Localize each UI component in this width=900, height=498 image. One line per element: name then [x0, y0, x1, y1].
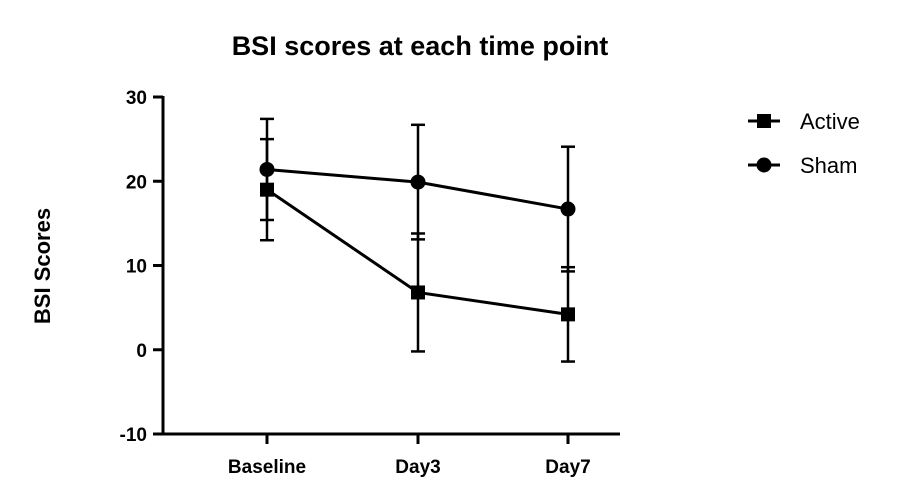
y-axis-label: BSI Scores: [30, 208, 55, 324]
data-point-active: [411, 285, 425, 300]
data-point-active: [561, 307, 575, 322]
y-tick-label: 10: [126, 257, 147, 278]
legend-label-sham: Sham: [800, 153, 857, 178]
legend-marker-circle: [756, 157, 772, 173]
legend-label-active: Active: [800, 109, 860, 134]
x-tick-label: Baseline: [228, 457, 306, 478]
series-layer: [259, 117, 576, 363]
legend: Active Sham: [748, 109, 860, 178]
x-tick-label: Day3: [395, 457, 440, 478]
series-sham: [259, 117, 576, 273]
legend-marker-square: [757, 114, 771, 128]
y-tick-label: -10: [120, 425, 147, 446]
data-point-sham: [259, 161, 275, 177]
y-tick-label: 0: [136, 341, 147, 362]
x-ticks: Baseline Day3 Day7: [228, 434, 591, 478]
axes: [161, 96, 620, 436]
y-tick-label: 30: [126, 88, 147, 109]
data-point-sham: [560, 201, 576, 217]
chart-title: BSI scores at each time point: [232, 31, 609, 61]
legend-item-active: Active: [748, 109, 860, 134]
x-tick-label: Day7: [545, 457, 590, 478]
legend-item-sham: Sham: [748, 153, 857, 178]
y-tick-label: 20: [126, 172, 147, 193]
y-ticks: -10 0 10 20 30: [120, 88, 163, 446]
data-point-sham: [410, 174, 426, 190]
